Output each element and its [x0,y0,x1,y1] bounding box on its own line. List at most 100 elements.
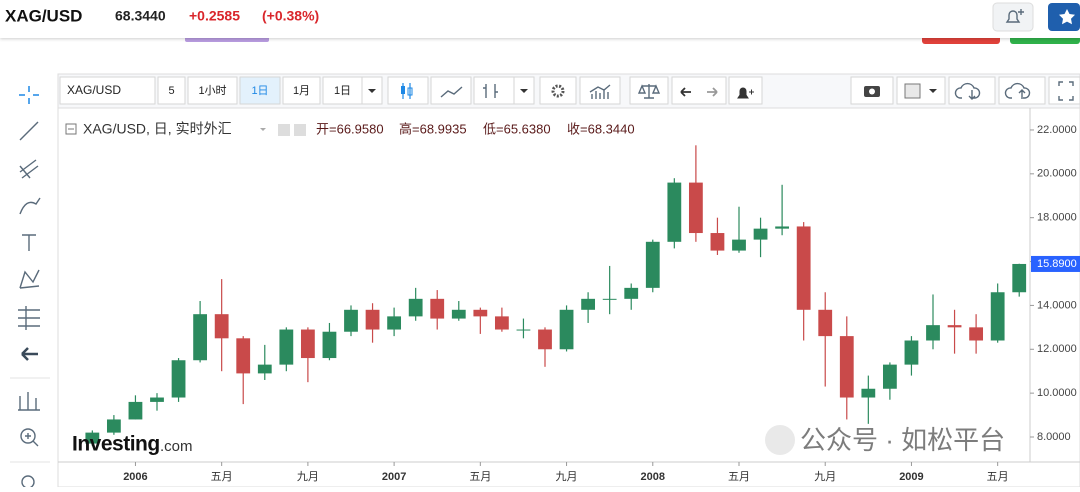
candle-body [408,298,423,317]
candle-body [516,329,531,331]
legend-collapse[interactable] [65,123,77,135]
x-tick-label: 2009 [899,471,923,483]
candle-body [753,228,768,240]
text-tool[interactable] [22,234,36,251]
legend-settings[interactable] [294,124,306,136]
candle-body [451,309,466,319]
x-tick-label: 五月 [728,471,750,483]
change-pct: (+0.38%) [262,8,319,24]
x-tick-label: 九月 [297,470,319,483]
candle-body [861,388,876,398]
fullscreen-button[interactable] [1048,76,1080,105]
x-tick-label: 五月 [469,471,491,483]
timeframe-label: 1月 [293,85,310,97]
alert-button[interactable] [992,2,1034,32]
change: +0.2585 [189,8,240,24]
candle-body [624,287,639,299]
alert-icon [1005,9,1024,23]
candle-body [947,325,962,328]
candle-body [193,314,208,361]
y-tick-label: 20.0000 [1037,168,1077,180]
candle-body [322,331,337,359]
legend-eye[interactable] [278,124,290,136]
candle-body [818,309,833,337]
toolbar-icons [387,76,1080,105]
y-tick-label: 14.0000 [1037,299,1077,311]
brush-tool[interactable] [19,197,41,215]
candle-body [904,340,919,365]
ohlc-value: 开=66.9580 [316,121,384,136]
candle-body [882,364,897,389]
crosshair-tool[interactable] [19,86,39,104]
account-watermark: 公众号 · 如松平台 [800,425,1005,455]
timeframe-button[interactable] [239,76,281,105]
y-tick-label: 8.0000 [1037,431,1071,443]
price: 68.3440 [115,8,166,24]
symbol-input[interactable] [59,76,156,105]
chart-panel [57,107,1080,488]
candle-body [257,364,272,374]
candle-body [171,360,186,398]
star-icon [1059,9,1075,25]
magnet-tool[interactable] [21,475,35,489]
bar-style-button[interactable] [473,76,515,105]
undo-redo[interactable] [671,76,727,105]
zoom-tool-detail [25,433,39,447]
candle-body [926,325,940,341]
candle-body [430,298,445,319]
timeframe-button[interactable] [282,76,321,105]
candle-body [85,432,100,444]
candle-body [279,329,294,365]
timeframe-label: 1小时 [198,84,226,97]
x-tick-label: 2007 [382,471,406,483]
y-tick-label: 22.0000 [1037,124,1077,136]
timeframe-label: 1日 [251,85,268,97]
candle-body [106,419,121,433]
candle-body [990,292,1005,341]
indicators-button[interactable] [579,76,621,105]
line-style-button[interactable] [430,76,472,105]
timeframe-label: 1日 [334,85,351,97]
line-tool[interactable] [19,121,39,141]
candle-body [839,336,854,398]
ohlc-value: 收=68.3440 [567,121,635,136]
candle-body [602,298,617,300]
candle-body [645,241,660,288]
measure-tool[interactable] [18,306,40,330]
candle-body [1012,263,1027,293]
candle-body [473,309,488,317]
candle-body [300,329,315,359]
pattern-tool[interactable] [19,269,40,289]
fib-tool[interactable] [19,159,39,179]
indicator-tool[interactable] [18,392,40,411]
symbol: XAG/USD [5,6,82,25]
candle-body [365,309,380,330]
x-tick-label: 2006 [123,471,147,483]
y-tick-label: 10.0000 [1037,387,1077,399]
settings-button[interactable] [539,76,577,105]
candle-body [344,309,358,332]
brand-watermark: Investing [72,433,160,456]
legend-dropdown[interactable] [260,128,266,131]
compare-button[interactable] [629,76,669,105]
toolbar-symbol: XAG/USD [67,83,121,97]
timeframe-button[interactable] [157,76,186,105]
timeframe-button[interactable] [322,76,363,105]
candle-body [796,226,811,310]
timeframe-button[interactable] [187,76,238,105]
candle-body [150,397,164,402]
y-tick-label: 18.0000 [1037,212,1077,224]
ohlc-value: 高=68.9935 [399,121,467,136]
color-button[interactable] [896,76,946,105]
x-tick-label: 2008 [641,471,665,483]
timeframe-buttons: 5 1小时 1日 1月 1日 [157,76,363,105]
candle-body [538,329,552,350]
last-price-marker [1031,255,1080,272]
drawing-sidebar [10,86,50,489]
zoom-tool[interactable] [20,428,36,444]
timeframe-label: 5 [168,85,174,97]
candle-body [581,298,596,310]
candle-body [969,327,984,341]
back-tool[interactable] [21,347,38,361]
